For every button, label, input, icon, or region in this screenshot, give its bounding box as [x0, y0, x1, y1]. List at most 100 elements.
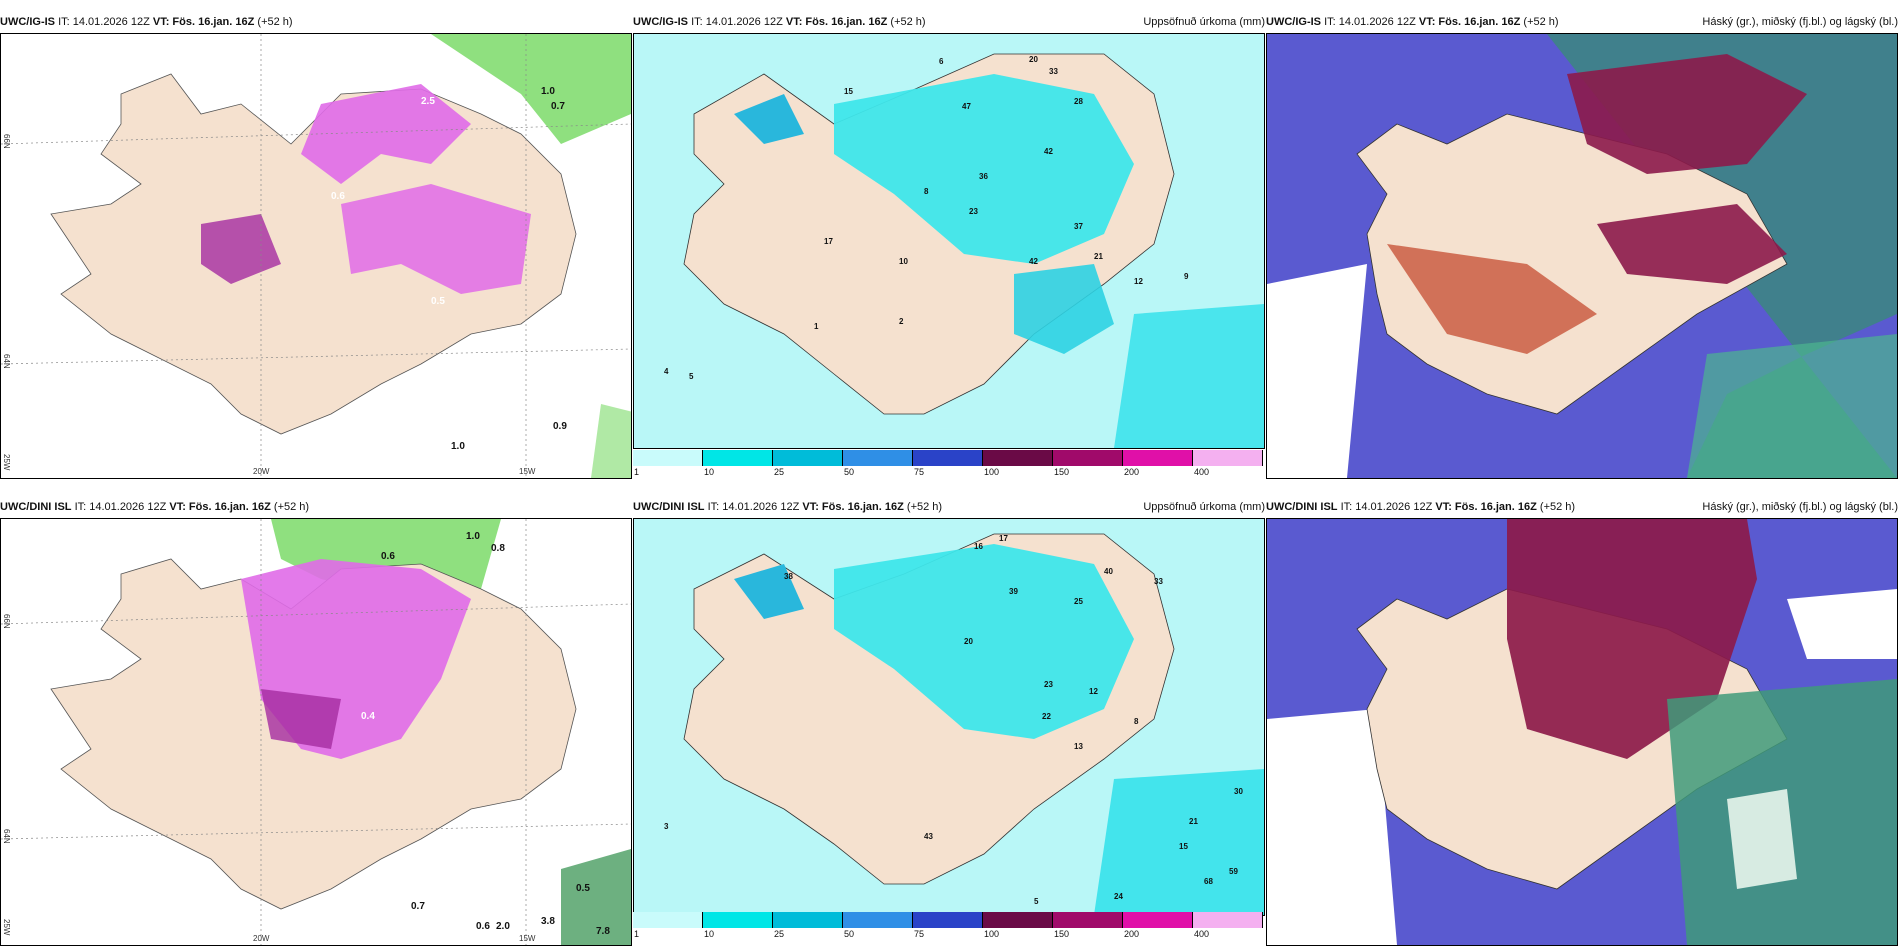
colorbar-swatch	[633, 912, 703, 928]
panel-title-right: Háský (gr.), miðský (fj.bl.) og lágský (…	[1702, 501, 1898, 513]
colorbar-swatch	[983, 912, 1053, 928]
svg-text:20W: 20W	[253, 467, 270, 476]
colorbar-swatch	[703, 450, 773, 466]
colorbar-label: 10	[704, 467, 715, 477]
panel-header: UWC/DINI ISL IT: 14.01.2026 12Z VT: Fös.…	[1266, 501, 1576, 513]
svg-text:5: 5	[689, 372, 694, 381]
svg-text:37: 37	[1074, 222, 1083, 231]
svg-text:64N: 64N	[2, 354, 11, 369]
svg-text:16: 16	[974, 542, 983, 551]
svg-text:20W: 20W	[253, 934, 270, 943]
colorbar-label: 25	[774, 467, 785, 477]
colorbar-swatch	[1053, 450, 1123, 466]
svg-text:15W: 15W	[519, 467, 536, 476]
colorbar-swatch	[703, 912, 773, 928]
colorbar-label: 400	[1194, 467, 1210, 477]
svg-text:12: 12	[1134, 277, 1143, 286]
svg-text:0.6: 0.6	[476, 921, 490, 932]
colorbar-swatch	[773, 912, 843, 928]
colorbar-swatch	[1193, 912, 1263, 928]
colorbar-label: 75	[914, 467, 925, 477]
svg-text:8: 8	[1134, 717, 1139, 726]
svg-text:47: 47	[962, 102, 971, 111]
svg-text:1.0: 1.0	[541, 86, 555, 97]
svg-text:7.8: 7.8	[596, 926, 610, 937]
svg-text:0.8: 0.8	[491, 543, 505, 554]
svg-text:66N: 66N	[2, 614, 11, 629]
svg-text:59: 59	[1229, 867, 1238, 876]
colorbar-swatch	[913, 912, 983, 928]
svg-text:1: 1	[814, 322, 819, 331]
svg-text:0.4: 0.4	[361, 711, 375, 722]
panel-title-right: Uppsöfnuð úrkoma (mm)	[1143, 16, 1265, 28]
colorbar-swatch	[633, 450, 703, 466]
svg-text:20: 20	[964, 637, 973, 646]
svg-text:23: 23	[1044, 680, 1053, 689]
map-precip: 16 17 33 39 25 40 20 22 13 23 12 8 30 21…	[633, 518, 1265, 916]
panel-header: UWC/IG-IS IT: 14.01.2026 12Z VT: Fös. 16…	[633, 16, 926, 28]
colorbar-swatch	[1123, 912, 1193, 928]
panel-header: UWC/IG-IS IT: 14.01.2026 12Z VT: Fös. 16…	[1266, 16, 1559, 28]
colorbar-label: 200	[1124, 467, 1140, 477]
map-clouds	[1266, 33, 1898, 479]
svg-text:33: 33	[1049, 67, 1058, 76]
svg-text:43: 43	[924, 832, 933, 841]
svg-text:3: 3	[664, 822, 669, 831]
svg-text:4: 4	[664, 367, 669, 376]
svg-text:3.8: 3.8	[541, 916, 555, 927]
svg-text:17: 17	[824, 237, 833, 246]
colorbar-label: 400	[1194, 929, 1210, 939]
svg-text:25W: 25W	[2, 454, 11, 471]
svg-text:40: 40	[1104, 567, 1113, 576]
colorbar-swatch	[983, 450, 1053, 466]
map-precip: 15 33 20 47 42 28 23 36 37 21 42 12 17 8…	[633, 33, 1265, 449]
svg-text:1.0: 1.0	[466, 531, 480, 542]
panel-title-right: Uppsöfnuð úrkoma (mm)	[1143, 501, 1265, 513]
precip-colorbar: 1 10 25 50 75 100 150 200 400	[633, 912, 1263, 942]
panel-title-right: Háský (gr.), miðský (fj.bl.) og lágský (…	[1702, 16, 1898, 28]
svg-text:66N: 66N	[2, 134, 11, 149]
colorbar-swatch	[843, 450, 913, 466]
colorbar-label: 75	[914, 929, 925, 939]
colorbar-label: 10	[704, 929, 715, 939]
svg-text:36: 36	[979, 172, 988, 181]
colorbar-label: 150	[1054, 467, 1070, 477]
colorbar-label: 100	[984, 467, 1000, 477]
svg-text:33: 33	[1154, 577, 1163, 586]
svg-text:2.5: 2.5	[421, 96, 435, 107]
svg-text:25W: 25W	[2, 919, 11, 936]
svg-text:39: 39	[1009, 587, 1018, 596]
colorbar-swatch	[1193, 450, 1263, 466]
svg-text:15: 15	[1179, 842, 1188, 851]
svg-text:0.5: 0.5	[431, 296, 445, 307]
svg-text:25: 25	[1074, 597, 1083, 606]
svg-text:12: 12	[1089, 687, 1098, 696]
svg-text:21: 21	[1189, 817, 1198, 826]
svg-text:23: 23	[969, 207, 978, 216]
panel-header: UWC/DINI ISL IT: 14.01.2026 12Z VT: Fös.…	[633, 501, 943, 513]
colorbar-label: 100	[984, 929, 1000, 939]
colorbar-swatch	[1123, 450, 1193, 466]
svg-text:17: 17	[999, 534, 1008, 543]
panel-top-mid: UWC/IG-IS IT: 14.01.2026 12Z VT: Fös. 16…	[633, 15, 1265, 477]
colorbar-label: 1	[634, 467, 640, 477]
svg-text:64N: 64N	[2, 829, 11, 844]
svg-text:24: 24	[1114, 892, 1123, 901]
svg-text:68: 68	[1204, 877, 1213, 886]
map-snow-wind: 66N 64N 25W 20W 15W 1.0 0.8 0.6 0.4 0.7 …	[0, 518, 632, 946]
panel-top-right: UWC/IG-IS IT: 14.01.2026 12Z VT: Fös. 16…	[1266, 15, 1898, 479]
colorbar-label: 150	[1054, 929, 1070, 939]
panel-top-left: UWC/IG-IS IT: 14.01.2026 12Z VT: Fös. 16…	[0, 15, 632, 479]
colorbar-swatch	[1053, 912, 1123, 928]
colorbar-label: 25	[774, 929, 785, 939]
svg-text:0.9: 0.9	[553, 421, 567, 432]
svg-text:42: 42	[1044, 147, 1053, 156]
svg-text:42: 42	[1029, 257, 1038, 266]
svg-text:28: 28	[1074, 97, 1083, 106]
colorbar-swatch	[843, 912, 913, 928]
svg-text:20: 20	[1029, 55, 1038, 64]
map-clouds	[1266, 518, 1898, 946]
panel-bottom-right: UWC/DINI ISL IT: 14.01.2026 12Z VT: Fös.…	[1266, 500, 1898, 950]
panel-header: UWC/DINI ISL IT: 14.01.2026 12Z VT: Fös.…	[0, 501, 310, 513]
svg-text:10: 10	[899, 257, 908, 266]
